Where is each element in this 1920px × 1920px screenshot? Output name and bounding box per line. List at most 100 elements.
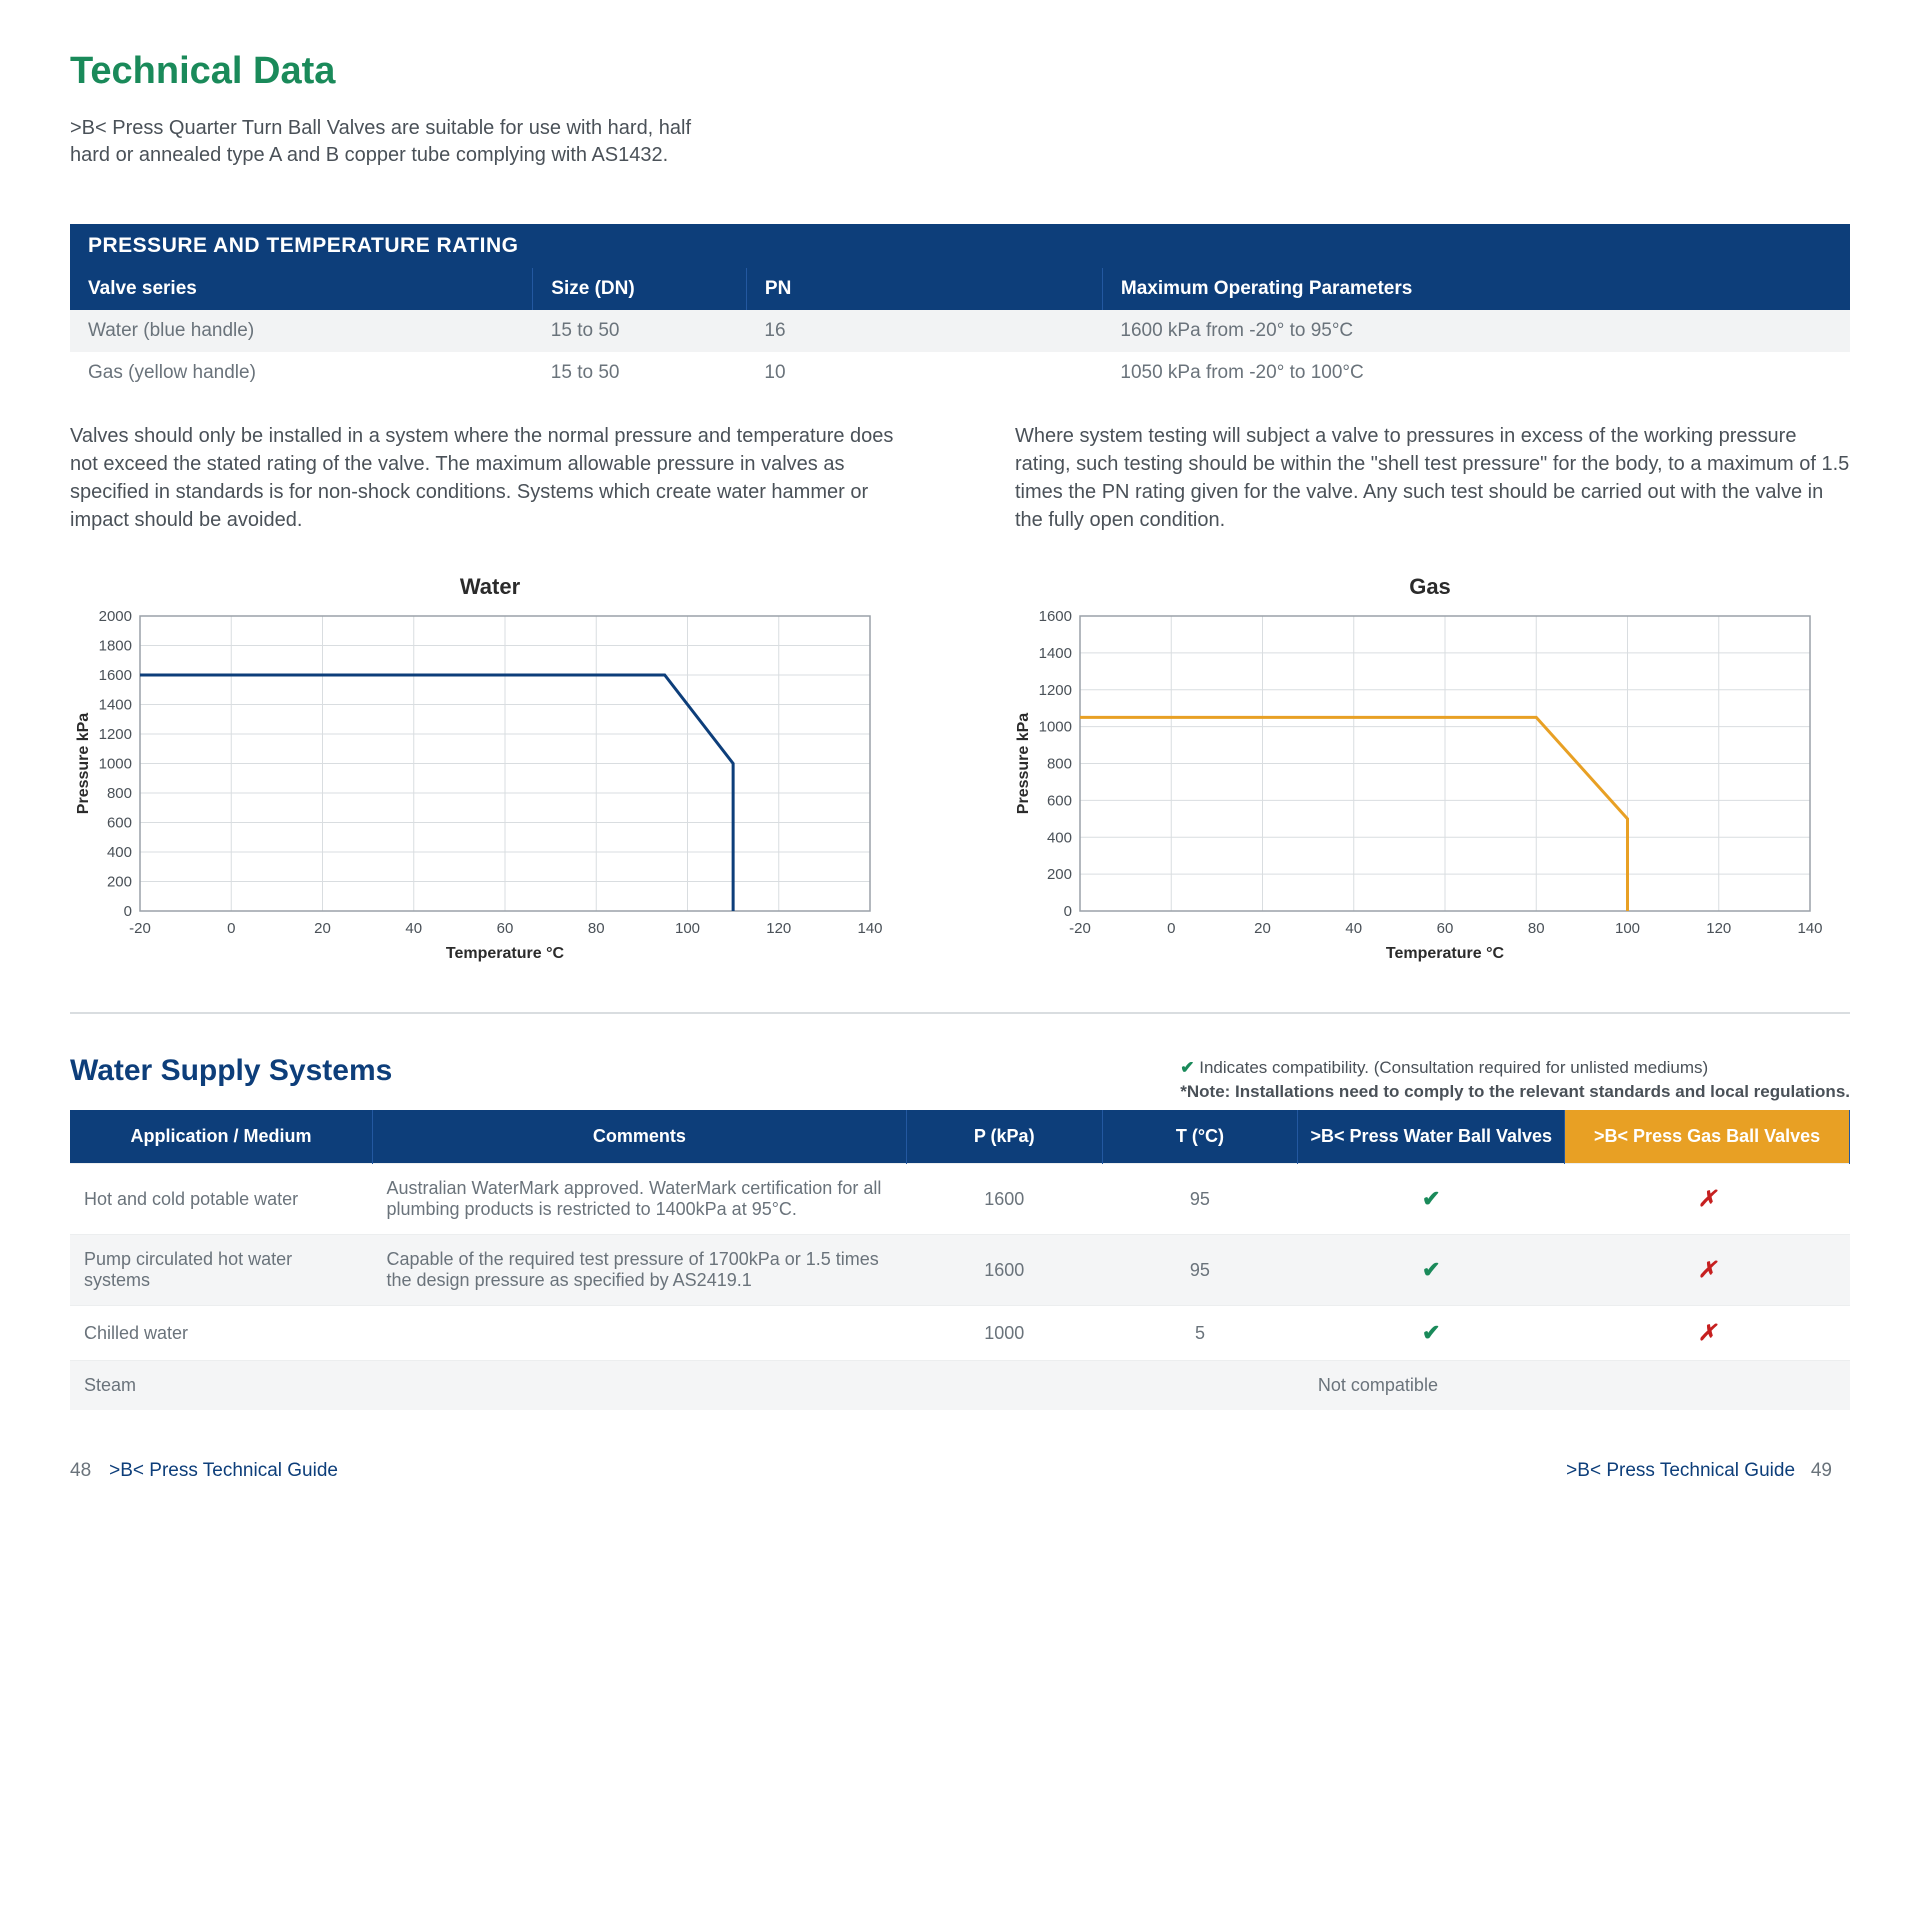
supply-col-5: >B< Press Gas Ball Valves	[1565, 1110, 1850, 1164]
rating-table: Valve series Size (DN) PN Maximum Operat…	[70, 268, 1850, 394]
supply-cell: Steam	[70, 1361, 373, 1411]
rating-col-1: Size (DN)	[533, 268, 747, 310]
supply-col-3: T (°C)	[1102, 1110, 1298, 1164]
supply-col-0: Application / Medium	[70, 1110, 373, 1164]
svg-text:200: 200	[107, 874, 132, 891]
supply-cell	[373, 1306, 907, 1361]
supply-cell: Hot and cold potable water	[70, 1164, 373, 1235]
svg-text:400: 400	[1047, 829, 1072, 846]
supply-notes: ✔ Indicates compatibility. (Consultation…	[1180, 1056, 1850, 1104]
rating-col-0: Valve series	[70, 268, 533, 310]
supply-col-2: P (kPa)	[906, 1110, 1102, 1164]
footer-left-label: >B< Press Technical Guide	[109, 1460, 338, 1481]
supply-cell: 95	[1102, 1164, 1298, 1235]
svg-text:200: 200	[1047, 866, 1072, 883]
rating-cell: 10	[746, 352, 1102, 394]
svg-text:100: 100	[1615, 920, 1640, 937]
supply-table: Application / Medium Comments P (kPa) T …	[70, 1110, 1850, 1410]
svg-text:1400: 1400	[1039, 645, 1072, 662]
svg-text:-20: -20	[1069, 920, 1091, 937]
footer-left-num: 48	[70, 1460, 91, 1481]
svg-text:1200: 1200	[1039, 682, 1072, 699]
supply-cell: ✔	[1298, 1235, 1565, 1306]
svg-text:100: 100	[675, 920, 700, 937]
note-check: Indicates compatibility. (Consultation r…	[1199, 1058, 1708, 1077]
rating-col-2: PN	[746, 268, 1102, 310]
svg-text:1800: 1800	[99, 638, 132, 655]
rating-cell: Gas (yellow handle)	[70, 352, 533, 394]
supply-cell: 95	[1102, 1235, 1298, 1306]
supply-cell: Australian WaterMark approved. WaterMark…	[373, 1164, 907, 1235]
svg-text:400: 400	[107, 844, 132, 861]
intro-text: >B< Press Quarter Turn Ball Valves are s…	[70, 115, 730, 169]
gas-chart-title: Gas	[1010, 574, 1850, 600]
water-chart-title: Water	[70, 574, 910, 600]
supply-col-1: Comments	[373, 1110, 907, 1164]
supply-cell: ✗	[1565, 1306, 1850, 1361]
svg-text:40: 40	[1345, 920, 1362, 937]
svg-text:600: 600	[1047, 792, 1072, 809]
footer: 48 >B< Press Technical Guide >B< Press Te…	[70, 1460, 1850, 1482]
svg-text:1000: 1000	[99, 756, 132, 773]
svg-text:60: 60	[1437, 920, 1454, 937]
water-chart: Water 0200400600800100012001400160018002…	[70, 574, 910, 972]
svg-text:Temperature °C: Temperature °C	[446, 945, 565, 962]
note-bold: *Note: Installations need to comply to t…	[1180, 1082, 1850, 1101]
supply-cell: 1000	[906, 1306, 1102, 1361]
gas-chart: Gas 02004006008001000120014001600-200204…	[1010, 574, 1850, 972]
svg-text:-20: -20	[129, 920, 151, 937]
divider	[70, 1012, 1850, 1014]
svg-text:2000: 2000	[99, 608, 132, 625]
svg-text:20: 20	[1254, 920, 1271, 937]
svg-text:Pressure kPa: Pressure kPa	[75, 713, 92, 815]
rating-cell: 15 to 50	[533, 310, 747, 352]
svg-text:120: 120	[766, 920, 791, 937]
supply-cell: 5	[1102, 1306, 1298, 1361]
svg-text:0: 0	[1167, 920, 1175, 937]
svg-text:600: 600	[107, 815, 132, 832]
svg-text:800: 800	[1047, 756, 1072, 773]
supply-cell: Capable of the required test pressure of…	[373, 1235, 907, 1306]
svg-text:1600: 1600	[99, 667, 132, 684]
supply-cell: 1600	[906, 1164, 1102, 1235]
svg-text:0: 0	[1064, 903, 1072, 920]
footer-right-num: 49	[1811, 1460, 1832, 1481]
rating-col-3: Maximum Operating Parameters	[1102, 268, 1850, 310]
supply-cell	[373, 1361, 907, 1411]
svg-text:40: 40	[405, 920, 422, 937]
svg-text:140: 140	[857, 920, 882, 937]
supply-cell: ✗	[1565, 1235, 1850, 1306]
para-right: Where system testing will subject a valv…	[1015, 422, 1850, 534]
footer-right-label: >B< Press Technical Guide	[1566, 1460, 1795, 1481]
svg-text:140: 140	[1797, 920, 1822, 937]
svg-text:80: 80	[588, 920, 605, 937]
water-chart-svg: 0200400600800100012001400160018002000-20…	[70, 606, 890, 966]
svg-text:800: 800	[107, 785, 132, 802]
svg-text:1400: 1400	[99, 697, 132, 714]
supply-title: Water Supply Systems	[70, 1054, 392, 1088]
svg-text:20: 20	[314, 920, 331, 937]
svg-text:1000: 1000	[1039, 719, 1072, 736]
rating-cell: 1600 kPa from -20° to 95°C	[1102, 310, 1850, 352]
para-left: Valves should only be installed in a sys…	[70, 422, 905, 534]
supply-cell: ✔	[1298, 1306, 1565, 1361]
svg-text:0: 0	[124, 903, 132, 920]
rating-cell: 16	[746, 310, 1102, 352]
svg-text:1200: 1200	[99, 726, 132, 743]
svg-text:0: 0	[227, 920, 235, 937]
supply-cell: Chilled water	[70, 1306, 373, 1361]
svg-text:Temperature °C: Temperature °C	[1386, 945, 1505, 962]
supply-cell: ✔	[1298, 1164, 1565, 1235]
supply-cell: Pump circulated hot water systems	[70, 1235, 373, 1306]
rating-cell: 15 to 50	[533, 352, 747, 394]
svg-text:Pressure kPa: Pressure kPa	[1015, 713, 1032, 815]
svg-text:120: 120	[1706, 920, 1731, 937]
page-title: Technical Data	[70, 50, 1850, 93]
rating-cell: 1050 kPa from -20° to 100°C	[1102, 352, 1850, 394]
supply-cell: 1600	[906, 1235, 1102, 1306]
svg-text:60: 60	[497, 920, 514, 937]
svg-text:80: 80	[1528, 920, 1545, 937]
rating-band: PRESSURE AND TEMPERATURE RATING	[70, 224, 1850, 268]
svg-text:1600: 1600	[1039, 608, 1072, 625]
supply-cell: ✗	[1565, 1164, 1850, 1235]
